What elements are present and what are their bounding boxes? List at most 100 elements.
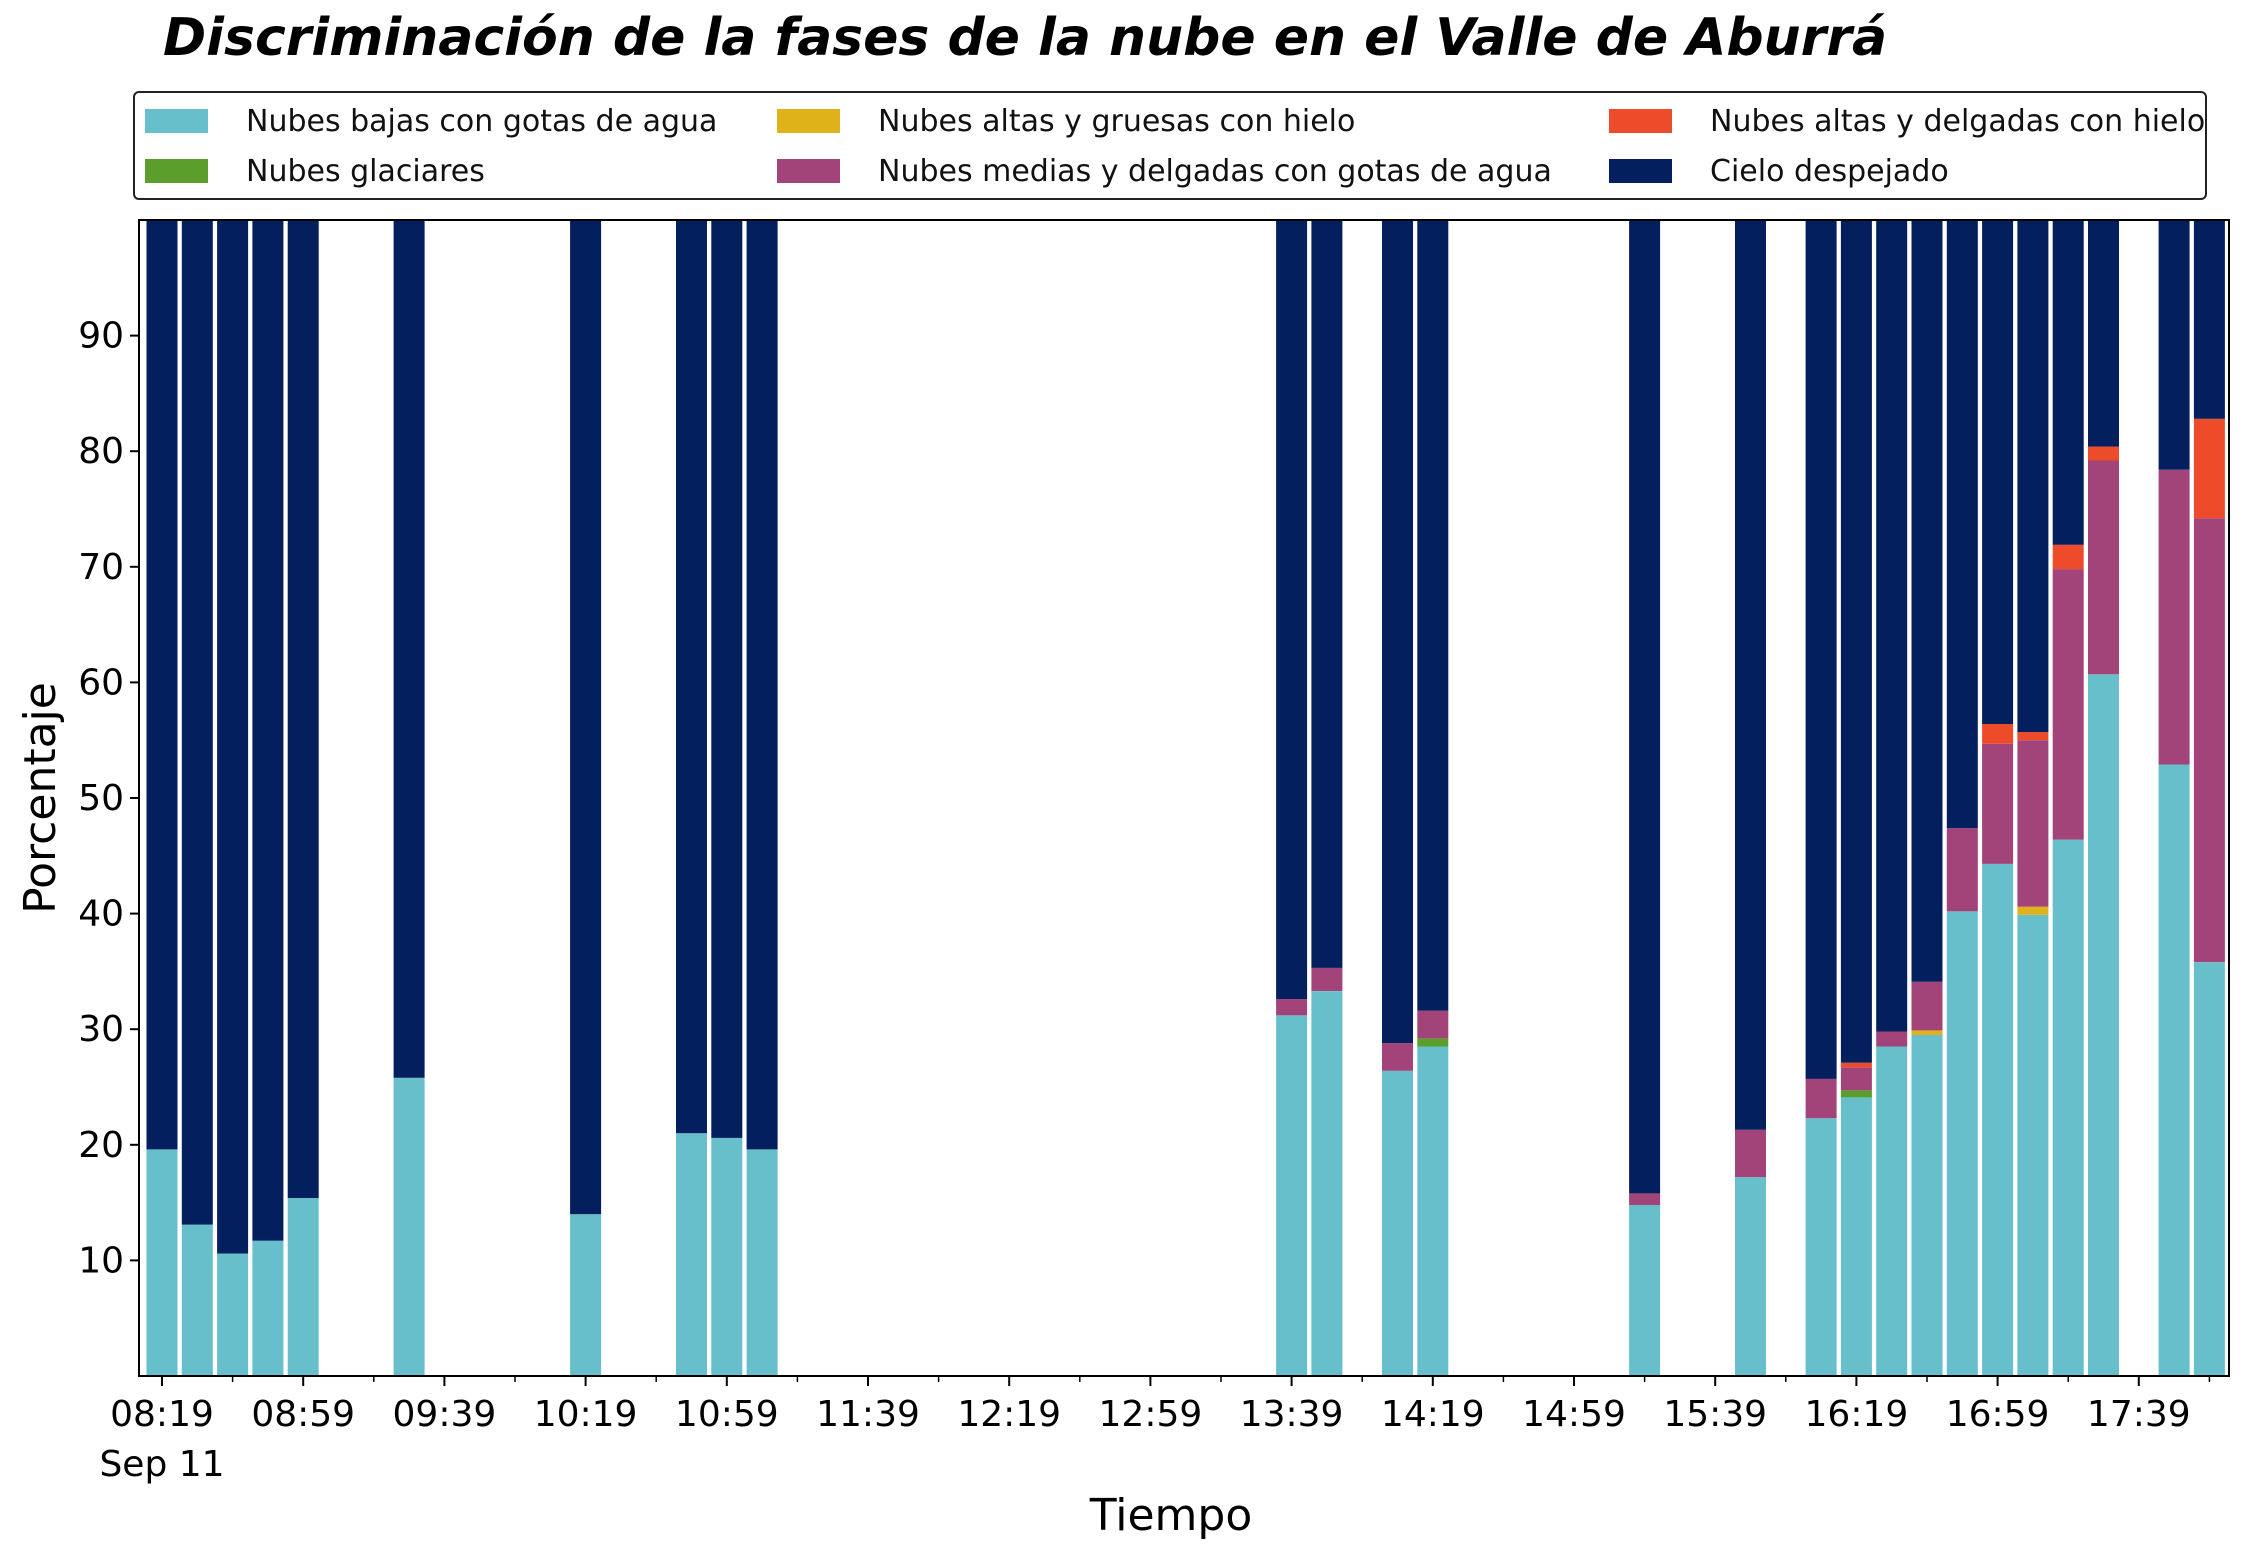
bar-segment-0-20 (1946, 911, 1978, 1376)
legend-swatch (1609, 109, 1672, 133)
x-tick-label: 08:59 (251, 1394, 355, 1435)
bar-segment-5-3 (252, 220, 284, 1241)
y-tick-label: 30 (78, 1009, 124, 1050)
bar-segment-5-6 (570, 220, 602, 1215)
bar-segment-5-11 (1311, 220, 1343, 968)
y-tick-label: 90 (78, 316, 124, 357)
bar-segment-5-22 (2017, 220, 2049, 733)
bar-segment-0-8 (711, 1137, 743, 1376)
y-tick-label: 40 (78, 894, 124, 935)
bar-segment-4-23 (2052, 544, 2084, 570)
bar-segment-5-19 (1911, 220, 1943, 982)
bar-segment-3-24 (2088, 460, 2119, 675)
bar-segment-5-5 (393, 220, 425, 1078)
bar-segment-5-16 (1805, 220, 1837, 1079)
legend-label: Nubes altas y gruesas con hielo (878, 103, 1356, 139)
bar-segment-1-17 (1840, 1090, 1872, 1098)
y-tick-label: 20 (78, 1125, 124, 1166)
bar-segment-0-12 (1382, 1070, 1413, 1376)
legend-item: Nubes altas y gruesas con hielo (777, 101, 1355, 141)
x-tick-label: 16:59 (1946, 1394, 2050, 1435)
y-tick-label: 50 (78, 778, 124, 819)
bar-segment-5-0 (146, 220, 178, 1150)
bar-segment-5-10 (1276, 220, 1308, 1000)
legend-item: Cielo despejado (1609, 151, 1949, 191)
bar-segment-5-23 (2052, 220, 2084, 545)
bar-segment-3-16 (1805, 1078, 1837, 1119)
legend-swatch (145, 109, 208, 133)
bar-segment-0-21 (1982, 863, 2014, 1376)
bar-segment-5-4 (287, 220, 319, 1198)
bar-segment-4-26 (2193, 418, 2225, 519)
bar-segment-4-24 (2088, 446, 2119, 461)
bar-segment-0-4 (287, 1198, 319, 1376)
x-axis-label: Tiempo (1089, 1490, 1253, 1541)
legend-item: Nubes medias y delgadas con gotas de agu… (777, 151, 1552, 191)
bar-segment-3-25 (2158, 469, 2190, 765)
legend-label: Cielo despejado (1710, 153, 1949, 189)
bar-segment-0-26 (2193, 962, 2225, 1376)
bar-segment-3-19 (1911, 981, 1943, 1031)
legend-swatch (1609, 159, 1672, 183)
legend-label: Nubes bajas con gotas de agua (246, 103, 718, 139)
bar-segment-3-21 (1982, 743, 2014, 864)
bar-segment-3-20 (1946, 828, 1978, 912)
legend-label: Nubes medias y delgadas con gotas de agu… (878, 153, 1552, 189)
bar-segment-5-14 (1629, 220, 1661, 1194)
bar-segment-2-22 (2017, 906, 2049, 915)
bar-segment-0-11 (1311, 991, 1343, 1376)
x-tick-label: 16:19 (1805, 1394, 1909, 1435)
bar-segment-5-20 (1946, 220, 1978, 829)
bar-segment-4-22 (2017, 732, 2049, 741)
legend: Nubes bajas con gotas de agua Nubes glaci… (133, 91, 2207, 200)
bar-segment-3-17 (1840, 1067, 1872, 1091)
x-tick-label: 15:39 (1663, 1394, 1767, 1435)
bar-segment-0-3 (252, 1240, 284, 1376)
bar-segment-5-7 (676, 220, 707, 1134)
y-tick-label: 60 (78, 662, 124, 703)
bar-segment-5-25 (2158, 220, 2190, 470)
bar-segment-3-22 (2017, 740, 2049, 907)
x-tick-label: 08:19 (110, 1394, 214, 1435)
bar-segment-0-7 (676, 1133, 707, 1376)
x-tick-label: 10:59 (675, 1394, 779, 1435)
bar-segment-3-23 (2052, 569, 2084, 840)
bar-segment-3-14 (1629, 1193, 1661, 1205)
bar-segment-0-24 (2088, 674, 2119, 1376)
bar-segment-0-19 (1911, 1035, 1943, 1376)
legend-swatch (145, 159, 208, 183)
x-tick-label: 12:19 (957, 1394, 1061, 1435)
bar-segment-0-17 (1840, 1097, 1872, 1376)
bar-segment-3-11 (1311, 967, 1343, 991)
x-tick-label: 14:19 (1381, 1394, 1485, 1435)
bar-segment-0-10 (1276, 1015, 1308, 1376)
y-axis-label: Porcentaje (15, 682, 66, 914)
x-tick-label: 17:39 (2087, 1394, 2191, 1435)
bar-segment-0-1 (181, 1224, 213, 1376)
bar-segment-5-21 (1982, 220, 2014, 724)
x-tick-label: 11:39 (816, 1394, 920, 1435)
legend-swatch (777, 109, 840, 133)
x-tick-label: 12:59 (1099, 1394, 1203, 1435)
bar-segment-3-15 (1735, 1129, 1766, 1178)
bar-segment-5-18 (1876, 220, 1908, 1032)
bar-segment-0-6 (570, 1214, 602, 1376)
bar-segment-5-9 (746, 220, 778, 1150)
x-tick-label: 10:19 (534, 1394, 638, 1435)
bar-segment-3-10 (1276, 999, 1308, 1016)
bar-segment-0-15 (1735, 1177, 1766, 1376)
bar-segment-5-2 (217, 220, 249, 1254)
bar-segment-0-5 (393, 1077, 425, 1376)
bar-segment-5-15 (1735, 220, 1766, 1130)
bar-segment-4-17 (1840, 1062, 1872, 1068)
bar-segment-5-26 (2193, 220, 2225, 419)
bar-segment-3-26 (2193, 518, 2225, 963)
chart-title: Discriminación de la fases de la nube en… (163, 8, 1888, 68)
bar-segment-5-1 (181, 220, 213, 1225)
legend-label: Nubes altas y delgadas con hielo (1710, 103, 2206, 139)
bar-segment-1-13 (1417, 1038, 1449, 1047)
legend-label: Nubes glaciares (246, 153, 485, 189)
x-tick-label: 09:39 (393, 1394, 497, 1435)
legend-swatch (777, 159, 840, 183)
